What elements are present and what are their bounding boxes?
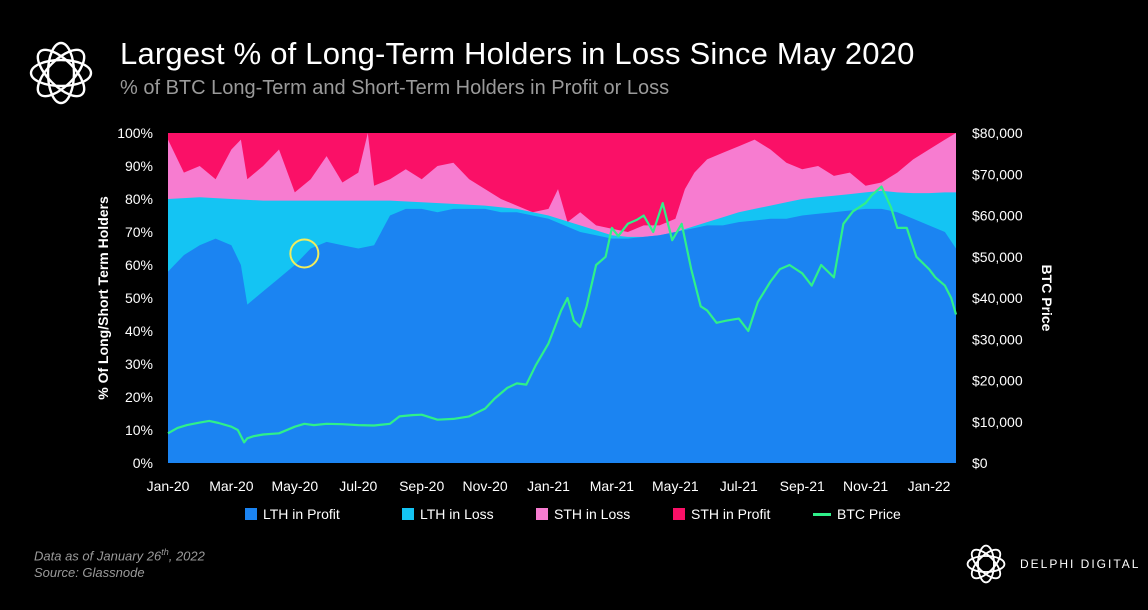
right-axis-ticks: $0 $10,000 $20,000 $30,000 $40,000 $50,000 $60… — [972, 125, 1023, 471]
legend-label-sth-profit: STH in Profit — [691, 506, 771, 522]
x-axis-ticks: Jan-20 Mar-20 May-20 Jul-20 Sep-20 Nov-20 Jan-… — [147, 478, 951, 494]
x-tick-label: Jan-22 — [908, 478, 951, 494]
y2-tick-label: $50,000 — [972, 249, 1023, 265]
btc-price-layer — [167, 185, 958, 444]
y-tick-label: 70% — [125, 224, 153, 240]
y-tick-label: 50% — [125, 290, 153, 306]
legend-swatch-lth-profit — [245, 508, 257, 520]
brand-name: DELPHI DIGITAL — [1020, 557, 1141, 571]
left-axis-ticks: 0% 10% 20% 30% 40% 50% 60% 70% 80% 90% 100% — [117, 125, 153, 471]
y-tick-label: 10% — [125, 422, 153, 438]
x-tick-label: Jul-21 — [720, 478, 758, 494]
legend-item-lth-loss: LTH in Loss — [402, 506, 494, 522]
highlight-circle — [289, 238, 320, 269]
legend-label-sth-loss: STH in Loss — [554, 506, 631, 522]
y2-tick-label: $0 — [972, 455, 988, 471]
annotation-layer — [289, 238, 320, 269]
legend-item-lth-profit: LTH in Profit — [245, 506, 340, 522]
x-tick-label: Nov-21 — [843, 478, 888, 494]
delphi-logo-small-icon — [962, 540, 1010, 593]
y-tick-label: 0% — [133, 455, 153, 471]
y2-tick-label: $70,000 — [972, 166, 1023, 182]
legend-item-sth-profit: STH in Profit — [673, 506, 770, 522]
legend-label-lth-profit: LTH in Profit — [263, 506, 340, 522]
y-tick-label: 20% — [125, 389, 153, 405]
btc-price-line — [167, 185, 958, 444]
legend-swatch-lth-loss — [402, 508, 414, 520]
x-tick-label: Jul-20 — [339, 478, 377, 494]
y-tick-label: 40% — [125, 323, 153, 339]
chart-area: 0% 10% 20% 30% 40% 50% 60% 70% 80% 90% 100% $0 $10,… — [95, 125, 1055, 494]
x-tick-label: Sep-21 — [780, 478, 825, 494]
x-tick-label: Mar-21 — [590, 478, 635, 494]
y-tick-label: 60% — [125, 257, 153, 273]
legend-swatch-sth-loss — [536, 508, 548, 520]
x-tick-label: Nov-20 — [463, 478, 508, 494]
area-lth-profit — [168, 208, 956, 463]
source-note: Source: Glassnode — [34, 565, 145, 581]
legend-swatch-btc-price — [813, 512, 831, 516]
legend-swatch-sth-profit — [673, 508, 685, 520]
data-date-suffix: , 2022 — [168, 548, 205, 564]
y2-tick-label: $60,000 — [972, 208, 1023, 224]
x-tick-label: May-21 — [652, 478, 699, 494]
y2-tick-label: $30,000 — [972, 331, 1023, 347]
data-date-sup: th — [161, 547, 169, 557]
footnote: Data as of January 26th, 2022 Source: Gl… — [34, 544, 205, 581]
x-tick-label: Mar-20 — [209, 478, 254, 494]
chart-subtitle: % of BTC Long-Term and Short-Term Holder… — [120, 77, 670, 99]
left-axis-title: % Of Long/Short Term Holders — [95, 196, 111, 400]
x-tick-label: Jan-20 — [147, 478, 190, 494]
y2-tick-label: $40,000 — [972, 290, 1023, 306]
stacked-area-layers — [168, 133, 956, 464]
y2-tick-label: $80,000 — [972, 125, 1023, 141]
right-axis-title: BTC Price — [1039, 265, 1055, 332]
y2-tick-label: $20,000 — [972, 373, 1023, 389]
chart-title: Largest % of Long-Term Holders in Loss S… — [120, 36, 915, 71]
y-tick-label: 90% — [125, 158, 153, 174]
y-tick-label: 30% — [125, 356, 153, 372]
legend-item-btc-price: BTC Price — [813, 506, 901, 522]
y2-tick-label: $10,000 — [972, 414, 1023, 430]
y-tick-label: 100% — [117, 125, 153, 141]
x-tick-label: Sep-20 — [399, 478, 444, 494]
y-tick-label: 80% — [125, 191, 153, 207]
delphi-logo-icon — [22, 34, 100, 117]
x-tick-label: Jan-21 — [527, 478, 570, 494]
legend: LTH in Profit LTH in Loss STH in Loss ST… — [0, 506, 1148, 528]
x-tick-label: May-20 — [271, 478, 318, 494]
legend-item-sth-loss: STH in Loss — [536, 506, 630, 522]
legend-label-btc-price: BTC Price — [837, 506, 901, 522]
data-date-note: Data as of January 26th, 2022 — [34, 544, 205, 564]
data-date-prefix: Data as of January 26 — [34, 548, 162, 564]
legend-label-lth-loss: LTH in Loss — [420, 506, 494, 522]
